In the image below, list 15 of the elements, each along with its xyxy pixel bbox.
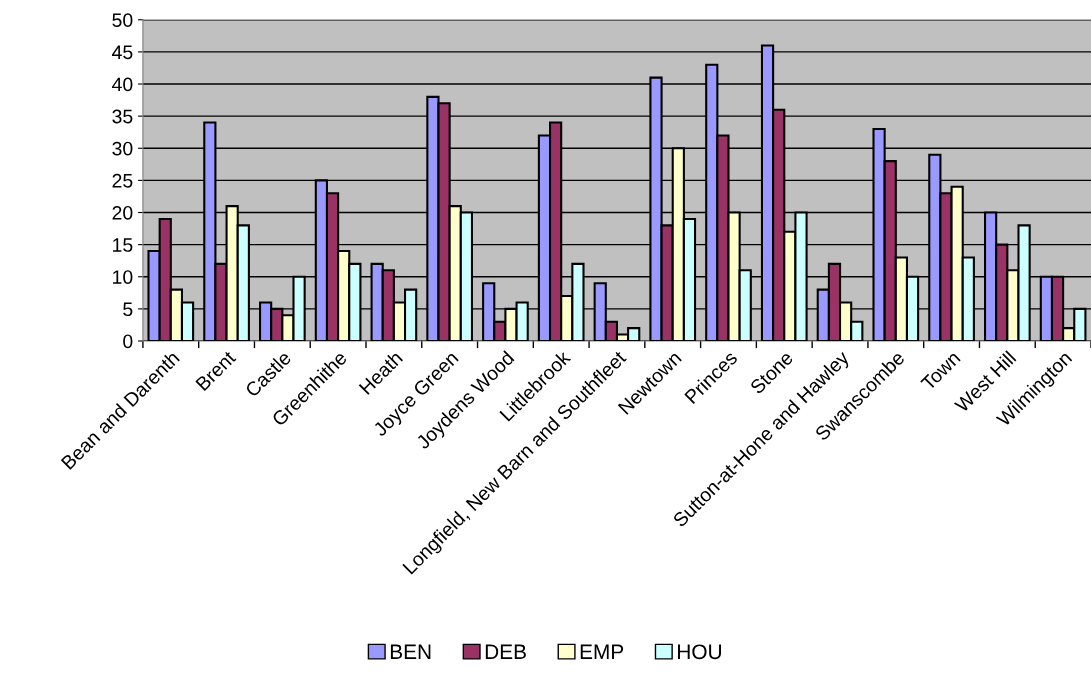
y-tick-label: 30 [112, 141, 133, 156]
y-tick-label: 25 [112, 173, 133, 188]
y-tick-label: 20 [112, 205, 133, 220]
y-tick-label: 50 [112, 13, 133, 28]
legend-label: DEB [485, 644, 526, 659]
legend-label: HOU [678, 644, 721, 660]
y-tick-label: 45 [112, 45, 133, 60]
legend-label: EMP [580, 644, 624, 659]
y-tick-label: 40 [112, 77, 133, 92]
y-tick-label: 35 [112, 109, 133, 124]
y-tick-label: 10 [113, 270, 133, 284]
legend-label: BEN [390, 644, 431, 659]
y-tick-label: 15 [113, 238, 133, 252]
y-tick-label: 5 [123, 302, 133, 317]
y-tick-label: 0 [123, 334, 133, 349]
